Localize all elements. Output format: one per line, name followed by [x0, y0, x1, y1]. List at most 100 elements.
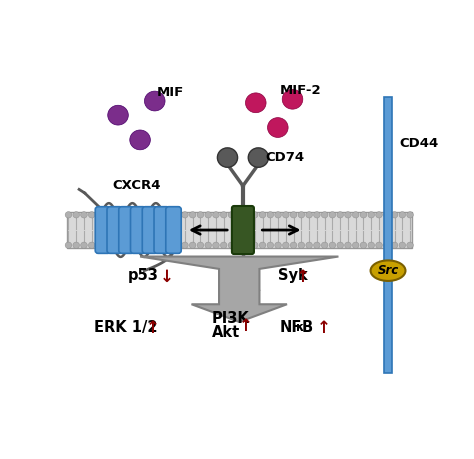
FancyBboxPatch shape	[166, 207, 181, 253]
Circle shape	[228, 242, 235, 248]
Circle shape	[282, 90, 303, 109]
Text: CD44: CD44	[399, 137, 438, 150]
Circle shape	[267, 118, 288, 137]
Text: MIF-2: MIF-2	[280, 84, 321, 97]
Circle shape	[158, 242, 165, 248]
Circle shape	[298, 212, 305, 218]
Circle shape	[407, 242, 413, 248]
FancyBboxPatch shape	[95, 207, 110, 253]
Circle shape	[197, 242, 204, 248]
Ellipse shape	[371, 260, 405, 281]
Circle shape	[197, 212, 204, 218]
Circle shape	[135, 242, 142, 248]
Circle shape	[290, 212, 297, 218]
Circle shape	[158, 212, 165, 218]
Circle shape	[166, 242, 173, 248]
Circle shape	[182, 242, 188, 248]
Circle shape	[127, 242, 134, 248]
Circle shape	[383, 242, 390, 248]
Circle shape	[246, 93, 266, 113]
Circle shape	[135, 212, 142, 218]
Circle shape	[127, 212, 134, 218]
Circle shape	[108, 105, 128, 125]
Ellipse shape	[248, 148, 268, 167]
Circle shape	[228, 212, 235, 218]
Circle shape	[81, 212, 87, 218]
Circle shape	[352, 212, 359, 218]
FancyBboxPatch shape	[154, 207, 169, 253]
Text: ERK 1/2: ERK 1/2	[94, 320, 158, 335]
Bar	[384, 97, 392, 373]
FancyBboxPatch shape	[232, 206, 254, 254]
Circle shape	[306, 242, 312, 248]
Circle shape	[252, 242, 258, 248]
Circle shape	[189, 212, 196, 218]
Text: p53: p53	[128, 269, 158, 284]
Circle shape	[321, 242, 328, 248]
Circle shape	[275, 242, 282, 248]
Circle shape	[252, 212, 258, 218]
Circle shape	[345, 212, 351, 218]
Circle shape	[329, 242, 336, 248]
Circle shape	[213, 242, 219, 248]
Circle shape	[119, 212, 126, 218]
Ellipse shape	[218, 148, 237, 167]
Circle shape	[236, 242, 243, 248]
Text: CXCR4: CXCR4	[112, 179, 161, 192]
Circle shape	[267, 212, 273, 218]
Circle shape	[306, 212, 312, 218]
Text: ↓: ↓	[160, 268, 174, 286]
Circle shape	[112, 242, 118, 248]
Bar	[66, 213, 412, 248]
Circle shape	[399, 212, 406, 218]
Circle shape	[337, 242, 344, 248]
Circle shape	[143, 242, 149, 248]
Circle shape	[65, 212, 72, 218]
Text: ↑: ↑	[146, 319, 159, 337]
Circle shape	[143, 212, 149, 218]
Circle shape	[368, 242, 374, 248]
Text: Src: Src	[377, 264, 399, 277]
Circle shape	[112, 212, 118, 218]
Circle shape	[96, 242, 103, 248]
FancyBboxPatch shape	[142, 207, 158, 253]
Circle shape	[314, 212, 320, 218]
Circle shape	[360, 242, 367, 248]
Circle shape	[298, 242, 305, 248]
Circle shape	[376, 242, 383, 248]
Circle shape	[205, 212, 211, 218]
Circle shape	[391, 212, 398, 218]
Circle shape	[290, 242, 297, 248]
Circle shape	[259, 242, 266, 248]
Circle shape	[104, 212, 110, 218]
Circle shape	[151, 212, 157, 218]
Text: Akt: Akt	[212, 325, 240, 340]
Circle shape	[73, 212, 80, 218]
Text: B: B	[301, 320, 313, 335]
Text: PI3K: PI3K	[212, 311, 249, 326]
Circle shape	[337, 212, 344, 218]
FancyBboxPatch shape	[130, 207, 146, 253]
Circle shape	[89, 212, 95, 218]
Text: ↑: ↑	[239, 317, 253, 335]
Circle shape	[89, 242, 95, 248]
Circle shape	[376, 212, 383, 218]
Circle shape	[65, 242, 72, 248]
Text: ↑: ↑	[316, 319, 330, 337]
Circle shape	[73, 242, 80, 248]
Circle shape	[275, 212, 282, 218]
Text: MIF: MIF	[156, 86, 184, 99]
Circle shape	[283, 242, 289, 248]
Circle shape	[391, 242, 398, 248]
Circle shape	[283, 212, 289, 218]
Circle shape	[151, 242, 157, 248]
Text: CD74: CD74	[265, 151, 304, 164]
Circle shape	[244, 242, 250, 248]
Circle shape	[345, 242, 351, 248]
Circle shape	[244, 212, 250, 218]
Circle shape	[329, 212, 336, 218]
Circle shape	[360, 212, 367, 218]
Text: ↑: ↑	[296, 268, 310, 286]
Circle shape	[189, 242, 196, 248]
Text: Syk: Syk	[278, 269, 308, 284]
